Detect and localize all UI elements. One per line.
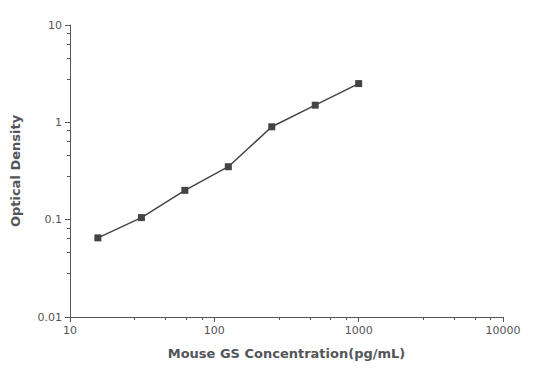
- svg-text:1: 1: [55, 116, 62, 129]
- svg-text:10: 10: [48, 19, 62, 32]
- svg-text:Optical Density: Optical Density: [8, 114, 23, 227]
- svg-text:Mouse GS Concentration(pg/mL): Mouse GS Concentration(pg/mL): [168, 346, 406, 361]
- svg-text:10000: 10000: [486, 324, 521, 337]
- svg-text:1000: 1000: [345, 324, 373, 337]
- svg-text:0.1: 0.1: [45, 213, 63, 226]
- svg-text:10: 10: [63, 324, 77, 337]
- svg-text:100: 100: [204, 324, 225, 337]
- svg-text:0.01: 0.01: [38, 311, 63, 324]
